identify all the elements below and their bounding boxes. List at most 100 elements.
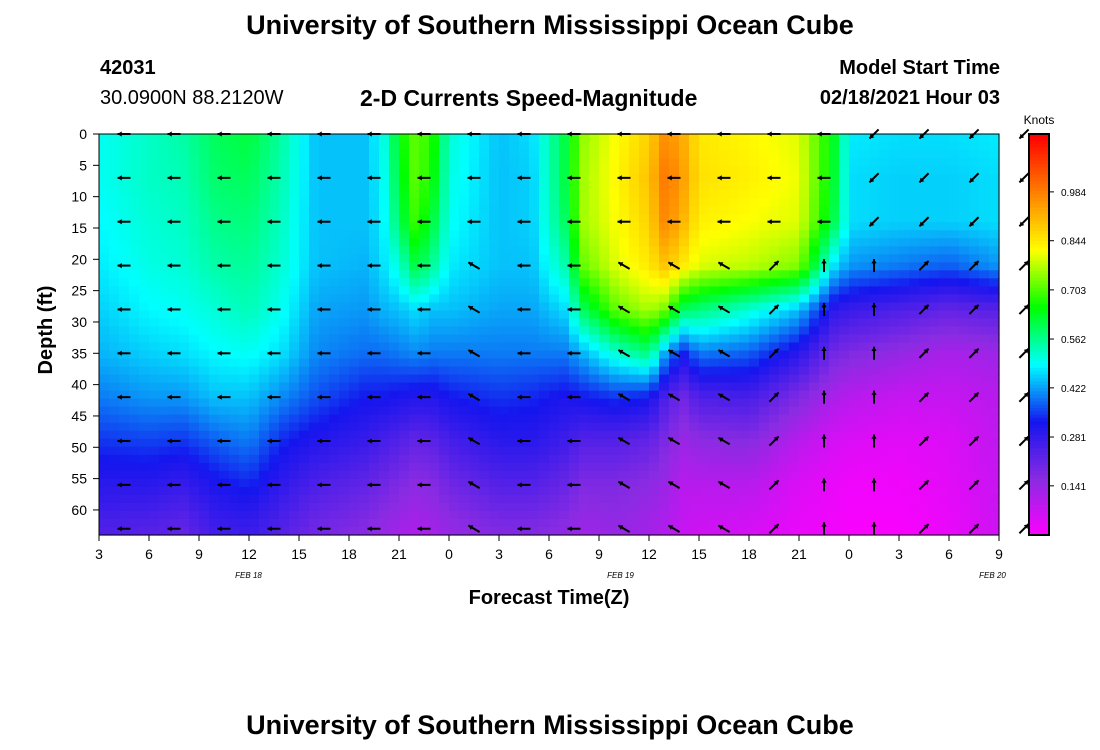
- heatmap-cell: [249, 238, 260, 247]
- heatmap-cell: [419, 374, 430, 384]
- heatmap-cell: [849, 206, 860, 215]
- heatmap-cell: [659, 302, 670, 312]
- heatmap-cell: [189, 486, 200, 496]
- heatmap-cell: [629, 294, 640, 304]
- heatmap-cell: [419, 366, 430, 376]
- heatmap-cell: [369, 470, 380, 480]
- heatmap-cell: [269, 222, 280, 231]
- heatmap-cell: [439, 438, 450, 448]
- heatmap-cell: [539, 382, 550, 392]
- heatmap-cell: [909, 478, 920, 488]
- current-vector: [821, 522, 827, 536]
- heatmap-cell: [679, 310, 690, 320]
- heatmap-cell: [489, 174, 500, 183]
- heatmap-cell: [889, 198, 900, 207]
- current-vector: [567, 219, 581, 225]
- heatmap-cell: [159, 278, 170, 287]
- heatmap-cell: [669, 286, 680, 295]
- heatmap-cell: [189, 526, 200, 536]
- heatmap-cell: [549, 230, 560, 239]
- heatmap-cell: [109, 390, 120, 400]
- heatmap-cell: [929, 350, 940, 360]
- colorbar-segment: [1029, 331, 1049, 336]
- heatmap-cell: [159, 350, 170, 360]
- heatmap-cell: [709, 374, 720, 384]
- heatmap-cell: [749, 254, 760, 263]
- heatmap-cell: [429, 414, 440, 424]
- heatmap-cell: [309, 294, 320, 304]
- heatmap-cell: [169, 486, 180, 496]
- heatmap-cell: [129, 438, 140, 448]
- heatmap-cell: [549, 246, 560, 255]
- heatmap-cell: [549, 438, 560, 448]
- heatmap-cell: [709, 254, 720, 263]
- colorbar-segment: [1029, 207, 1049, 212]
- heatmap-cell: [939, 262, 950, 271]
- heatmap-cell: [209, 430, 220, 440]
- heatmap-cell: [199, 470, 210, 480]
- heatmap-cell: [99, 302, 110, 312]
- heatmap-cell: [949, 478, 960, 488]
- heatmap-cell: [129, 222, 140, 231]
- heatmap-cell: [379, 406, 390, 416]
- heatmap-cell: [349, 366, 360, 376]
- heatmap-cell: [409, 382, 420, 392]
- heatmap-cell: [679, 470, 690, 480]
- heatmap-cell: [789, 398, 800, 408]
- heatmap-cell: [959, 478, 970, 488]
- heatmap-cell: [289, 262, 300, 271]
- heatmap-cell: [409, 350, 420, 360]
- heatmap-cell: [159, 158, 170, 167]
- heatmap-cell: [499, 510, 510, 520]
- heatmap-cell: [429, 142, 440, 151]
- heatmap-cell: [909, 454, 920, 464]
- heatmap-cell: [509, 166, 520, 175]
- heatmap-cell: [249, 526, 260, 536]
- heatmap-cell: [489, 270, 500, 279]
- heatmap-cell: [139, 270, 150, 279]
- heatmap-cell: [599, 374, 610, 384]
- heatmap-cell: [509, 198, 520, 207]
- heatmap-cell: [149, 198, 160, 207]
- heatmap-cell: [689, 142, 700, 151]
- heatmap-cell: [269, 254, 280, 263]
- heatmap-cell: [109, 422, 120, 432]
- heatmap-cell: [179, 478, 190, 488]
- colorbar-segment: [1029, 177, 1049, 182]
- heatmap-cell: [179, 254, 190, 263]
- heatmap-cell: [639, 518, 650, 528]
- heatmap-cell: [909, 270, 920, 279]
- heatmap-cell: [699, 262, 710, 271]
- heatmap-cell: [859, 150, 870, 159]
- heatmap-cell: [139, 246, 150, 255]
- heatmap-cell: [209, 278, 220, 287]
- heatmap-cell: [779, 438, 790, 448]
- heatmap-cell: [759, 214, 770, 223]
- heatmap-cell: [539, 150, 550, 159]
- heatmap-cell: [99, 374, 110, 384]
- heatmap-cell: [519, 238, 530, 247]
- heatmap-cell: [289, 518, 300, 528]
- heatmap-cell: [639, 318, 650, 328]
- heatmap-cell: [789, 438, 800, 448]
- heatmap-cell: [959, 182, 970, 191]
- colorbar-segment: [1029, 301, 1049, 306]
- heatmap-cell: [199, 222, 210, 231]
- heatmap-cell: [269, 350, 280, 360]
- heatmap-cell: [209, 462, 220, 472]
- heatmap-cell: [549, 430, 560, 440]
- heatmap-cell: [389, 158, 400, 167]
- heatmap-cell: [609, 398, 620, 408]
- heatmap-cell: [929, 134, 940, 143]
- heatmap-cell: [129, 398, 140, 408]
- current-vector: [567, 306, 581, 313]
- heatmap-cell: [299, 430, 310, 440]
- heatmap-cell: [839, 246, 850, 255]
- heatmap-cell: [509, 302, 520, 312]
- heatmap-cell: [729, 526, 740, 536]
- heatmap-cell: [339, 462, 350, 472]
- heatmap-cell: [719, 446, 730, 456]
- heatmap-cell: [599, 430, 610, 440]
- heatmap-cell: [789, 382, 800, 392]
- heatmap-cell: [489, 470, 500, 480]
